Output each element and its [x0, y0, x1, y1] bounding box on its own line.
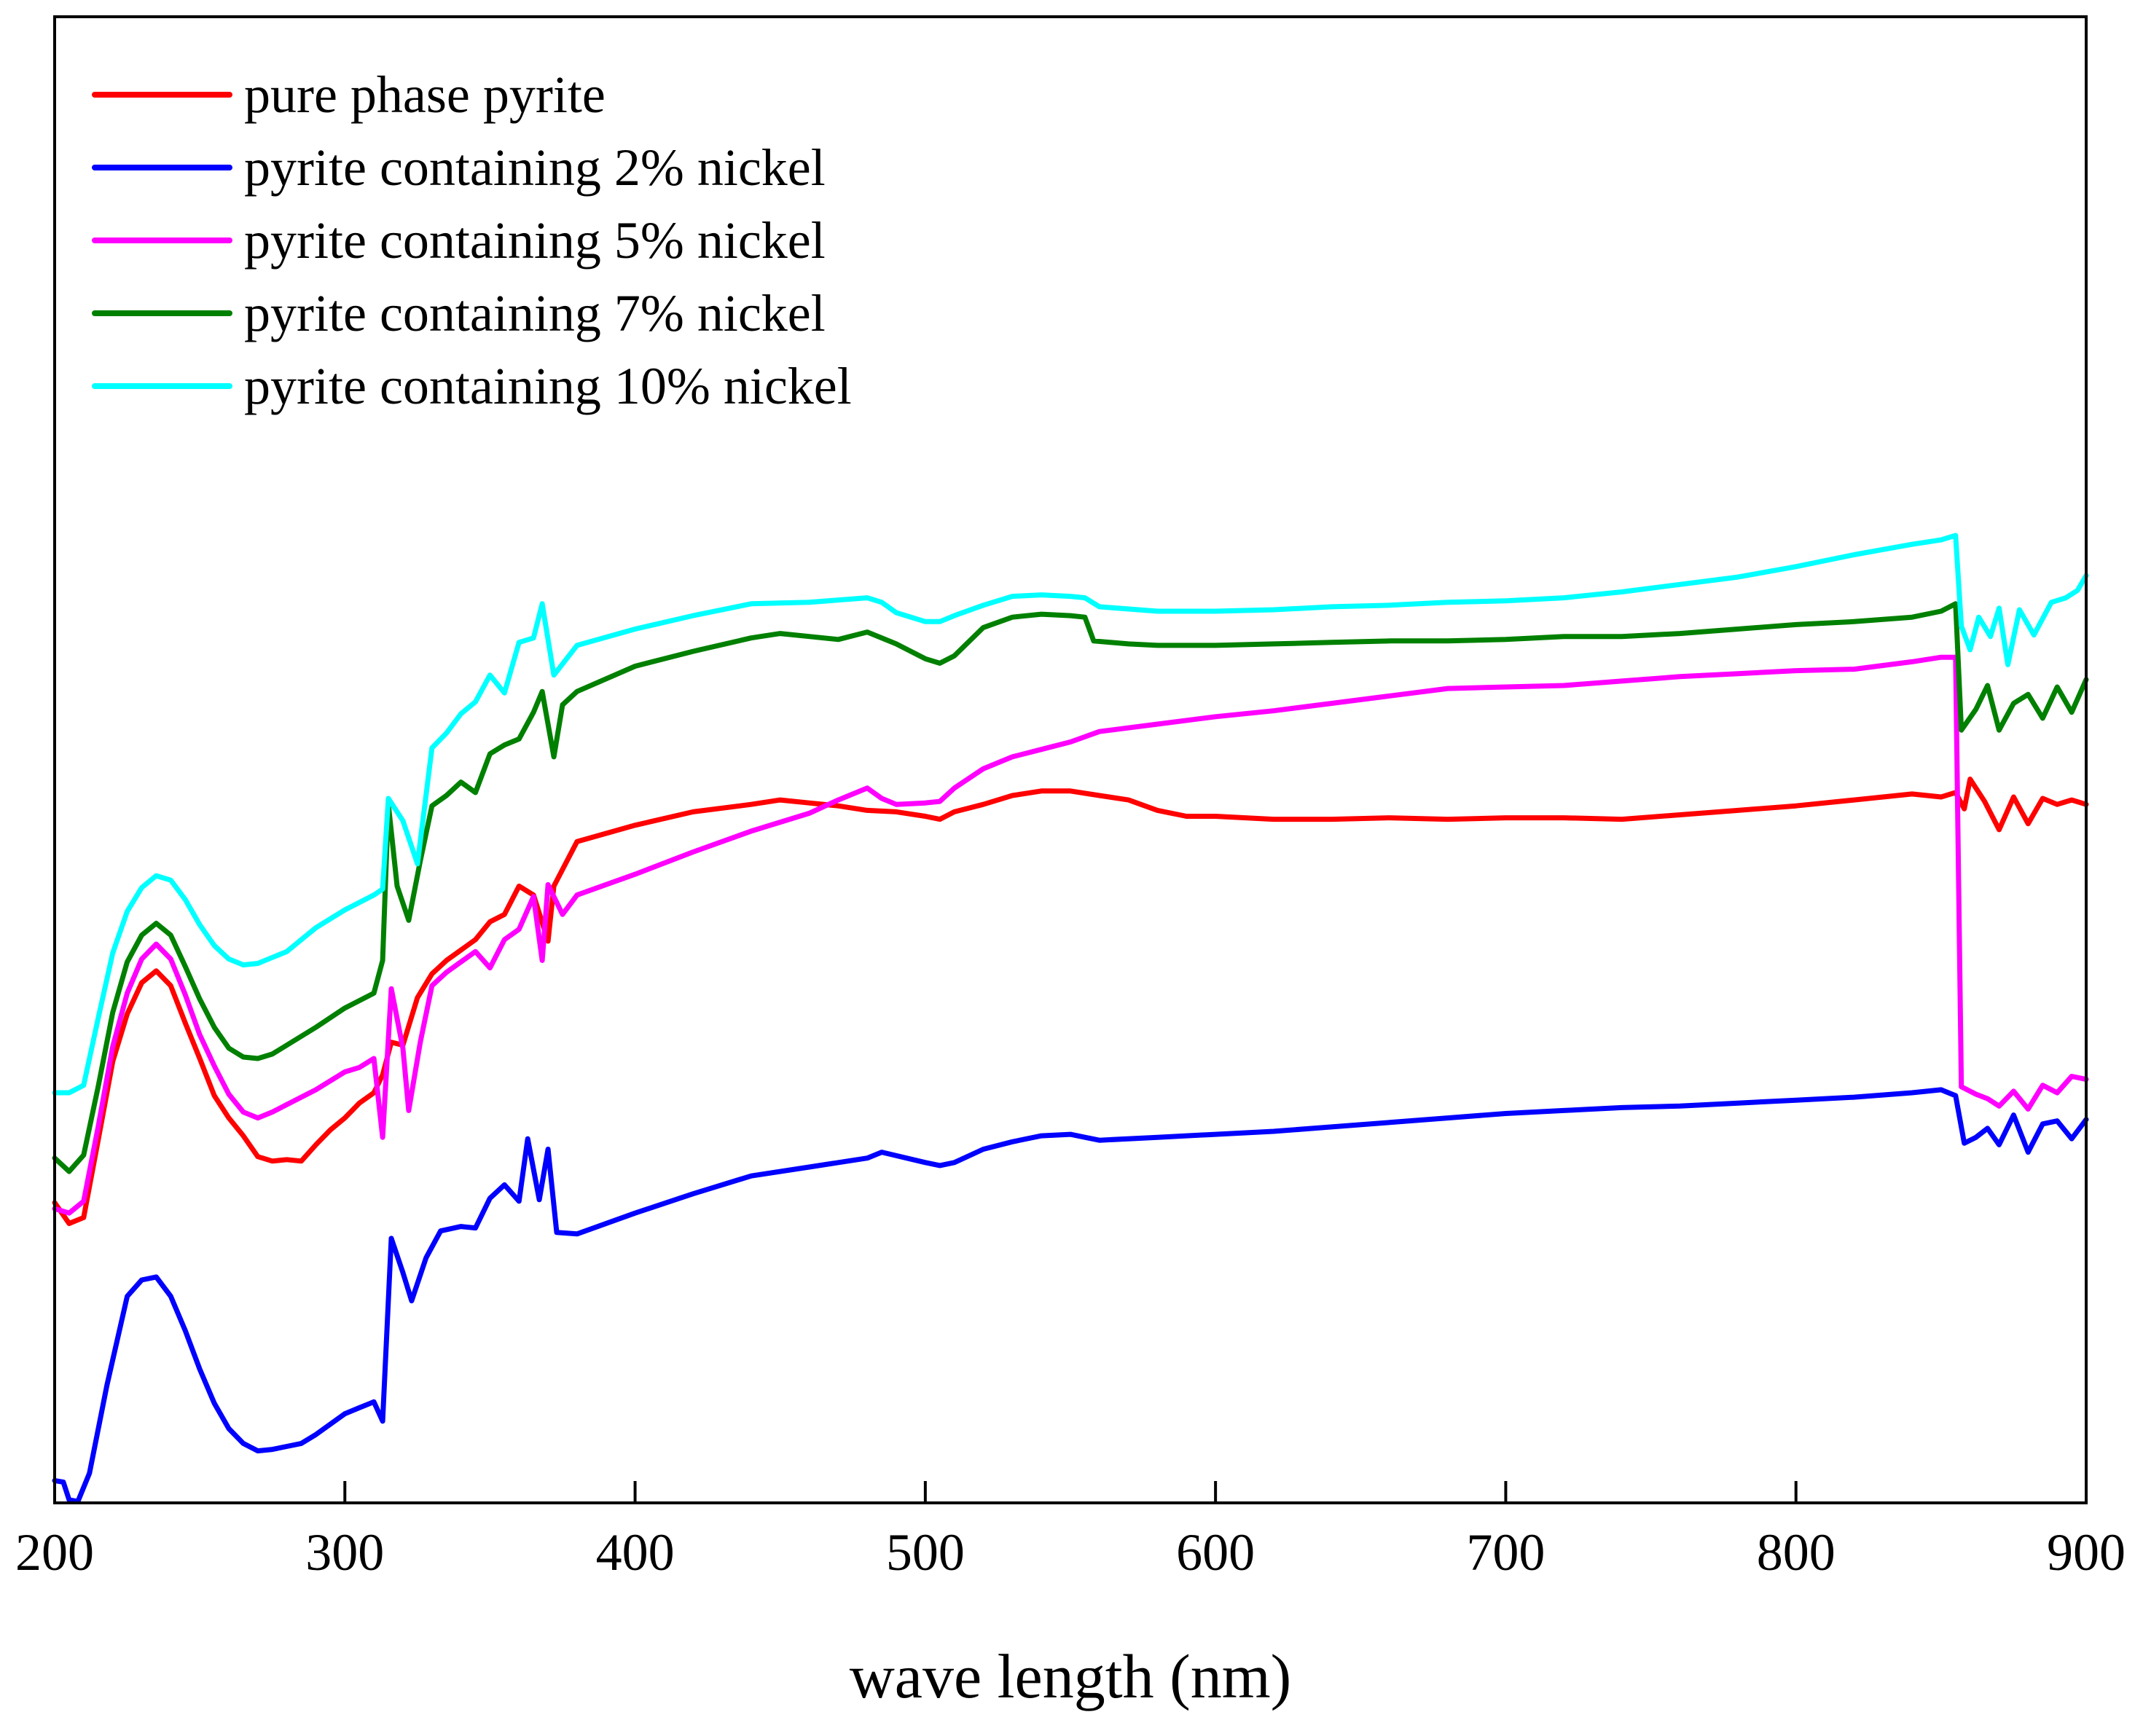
legend-label-4: pyrite containing 10% nickel — [244, 357, 852, 415]
legend-label-3: pyrite containing 7% nickel — [244, 284, 826, 342]
x-tick-label-6: 800 — [1757, 1523, 1836, 1582]
legend-label-2: pyrite containing 5% nickel — [244, 211, 826, 270]
series-line-2 — [52, 654, 2089, 1216]
legend-label-0: pure phase pyrite — [244, 66, 606, 124]
x-tick-label-5: 700 — [1466, 1523, 1545, 1582]
x-tick-label-7: 900 — [2047, 1523, 2126, 1582]
series-line-3 — [52, 601, 2089, 1174]
x-tick-label-4: 600 — [1176, 1523, 1255, 1582]
series-line-1 — [52, 1087, 2089, 1504]
x-tick-label-0: 200 — [15, 1523, 94, 1582]
x-tick-label-3: 500 — [886, 1523, 965, 1582]
series-layer — [52, 533, 2089, 1504]
series-line-4 — [52, 533, 2089, 1096]
x-axis-label: wave length (nm) — [850, 1641, 1292, 1711]
x-tick-label-2: 400 — [596, 1523, 675, 1582]
series-line-0 — [52, 777, 2089, 1226]
plot-frame — [53, 15, 2088, 1504]
legend-label-1: pyrite containing 2% nickel — [244, 138, 826, 197]
x-tick-label-1: 300 — [305, 1523, 384, 1582]
legend: pure phase pyrite pyrite containing 2% ni… — [92, 66, 852, 415]
x-axis-ticks: 200 300 400 500 600 700 800 900 — [15, 1481, 2126, 1582]
